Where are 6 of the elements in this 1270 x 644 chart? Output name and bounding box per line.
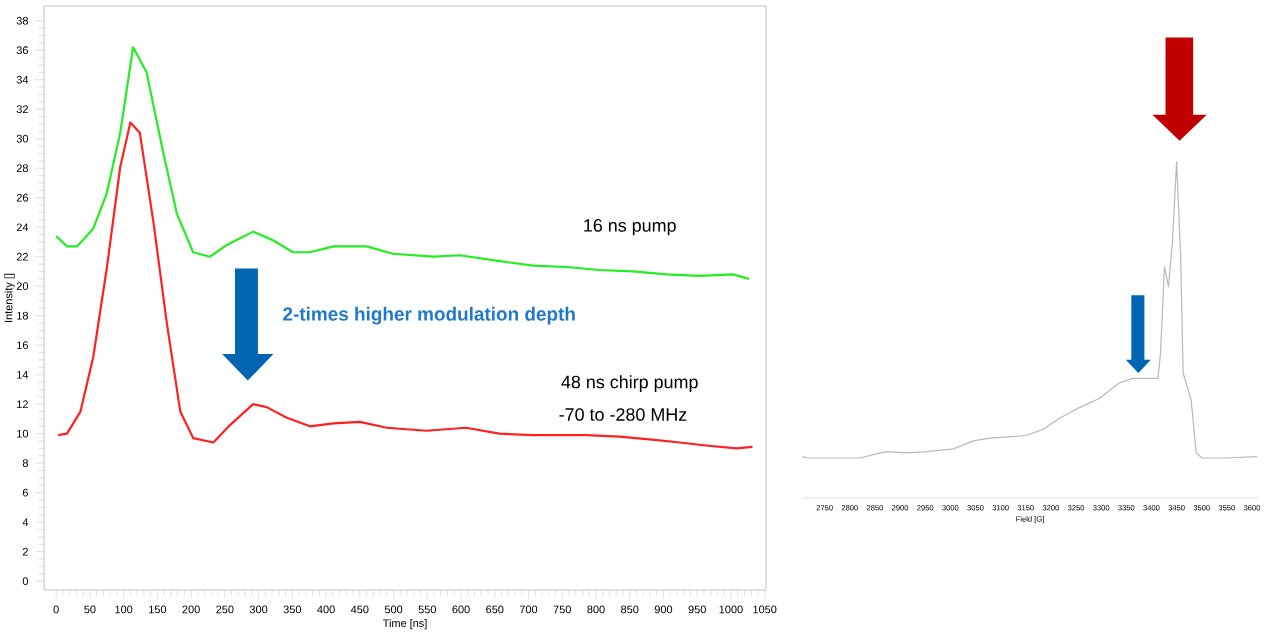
text: 48 ns chirp pump (561, 375, 698, 392)
line-series (57, 121, 754, 450)
series-label: 16 ns pump (584, 219, 676, 236)
line-series (55, 46, 751, 280)
annotation: 2-times higher modulation depth (283, 306, 575, 325)
annotation: -70 to -280 MHz (559, 408, 687, 421)
